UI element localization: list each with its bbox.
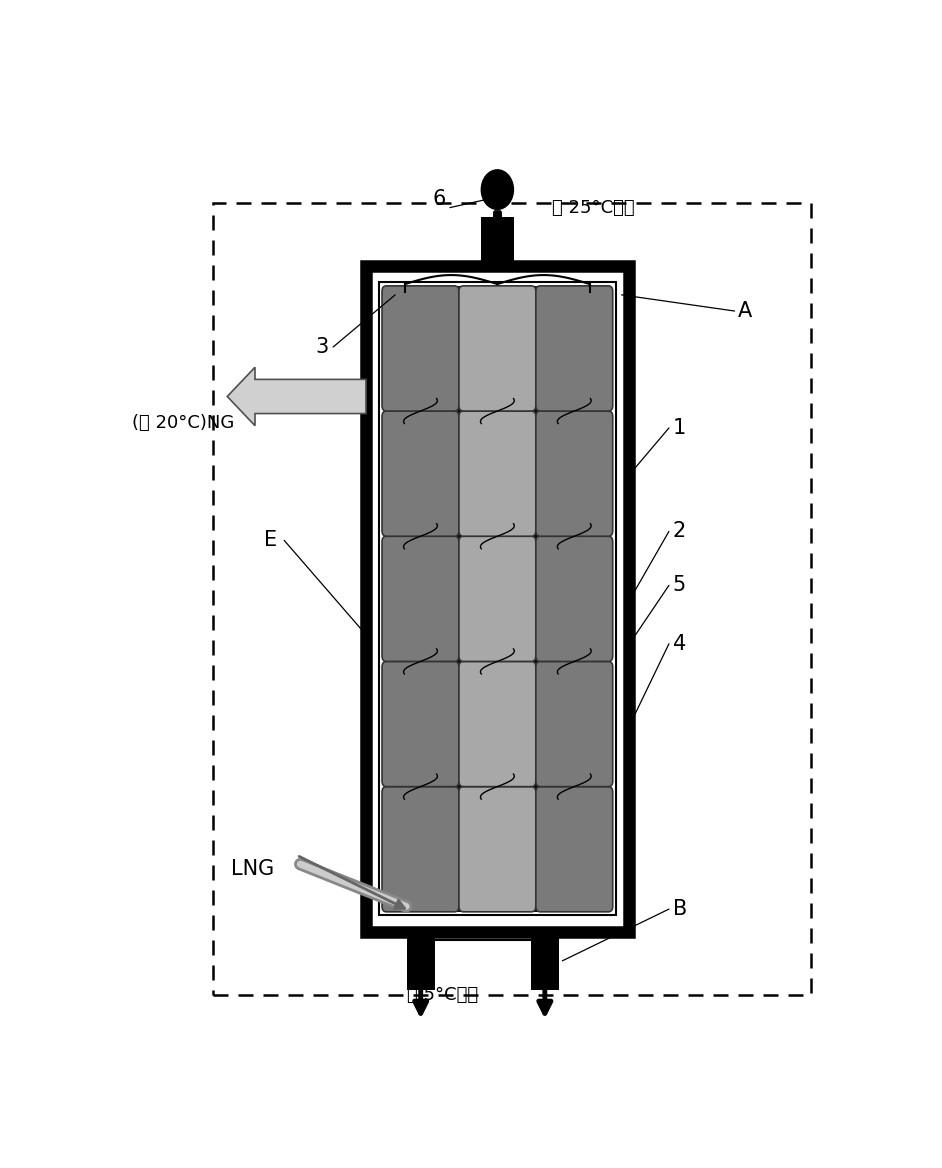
FancyBboxPatch shape [536, 786, 612, 912]
Text: 1: 1 [673, 418, 686, 438]
FancyBboxPatch shape [459, 536, 536, 661]
Bar [531, 932, 559, 990]
FancyBboxPatch shape [459, 661, 536, 786]
FancyBboxPatch shape [459, 786, 536, 912]
FancyBboxPatch shape [536, 536, 612, 661]
Circle shape [481, 169, 513, 209]
Text: A: A [739, 301, 753, 321]
Text: LNG: LNG [231, 858, 274, 878]
FancyBboxPatch shape [382, 536, 459, 661]
Bar [379, 283, 616, 916]
FancyArrow shape [227, 367, 365, 425]
Text: 2: 2 [673, 521, 686, 542]
Text: (约 20°C)NG: (约 20°C)NG [132, 415, 235, 432]
Bar [453, 286, 464, 912]
Text: 4: 4 [673, 634, 686, 654]
Bar [530, 286, 542, 912]
Text: 约 25°C海水: 约 25°C海水 [552, 199, 635, 216]
FancyBboxPatch shape [459, 286, 536, 411]
FancyBboxPatch shape [382, 786, 459, 912]
Bar [481, 216, 513, 266]
FancyBboxPatch shape [459, 411, 536, 536]
FancyBboxPatch shape [382, 661, 459, 786]
Bar [407, 932, 434, 990]
Text: 3: 3 [316, 338, 329, 357]
Text: B: B [673, 899, 687, 919]
FancyBboxPatch shape [536, 286, 612, 411]
Text: 约 5°C海水: 约 5°C海水 [407, 986, 479, 1003]
Text: 5: 5 [673, 576, 686, 596]
Bar [213, 203, 811, 995]
FancyBboxPatch shape [536, 661, 612, 786]
Bar [365, 266, 629, 932]
FancyBboxPatch shape [382, 411, 459, 536]
Text: E: E [265, 530, 278, 550]
FancyBboxPatch shape [536, 411, 612, 536]
FancyBboxPatch shape [382, 286, 459, 411]
Text: 6: 6 [432, 188, 446, 209]
